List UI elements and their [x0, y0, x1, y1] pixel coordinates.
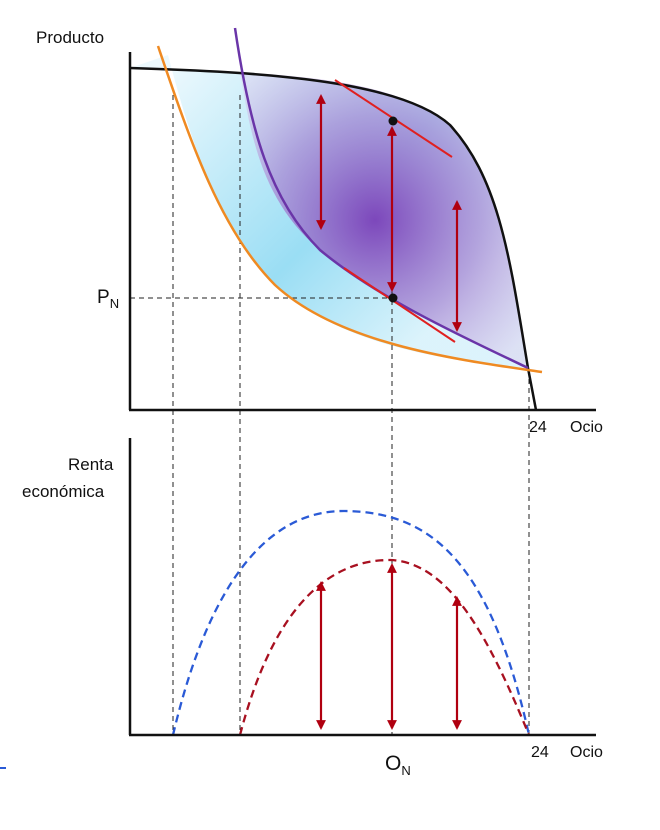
- optimum-leisure-main: O: [385, 752, 401, 775]
- bottom-x-axis-label: Ocio: [570, 744, 603, 761]
- purple-indifference-curve: [233, 27, 529, 370]
- production-frontier-curve: [129, 66, 538, 411]
- top-x-axis-label: Ocio: [570, 419, 603, 436]
- price-label-sub: N: [110, 296, 119, 311]
- tangent-line-indifference: [343, 267, 456, 343]
- top-panel: Producto PN 24 Ocio: [36, 27, 603, 735]
- top-x-tick-24: 24: [529, 419, 547, 436]
- bottom-y-axis-label-line2: económica: [22, 482, 105, 501]
- price-label: PN: [97, 287, 119, 311]
- optimum-leisure-sub: N: [401, 763, 410, 778]
- red-dashed-curve: [238, 558, 531, 736]
- bottom-panel: Renta económica ON 24 Ocio: [0, 438, 603, 778]
- blue-dashed-curve: [171, 509, 531, 736]
- orange-curve: [156, 45, 543, 374]
- tangency-point-indifference: [388, 293, 398, 303]
- top-y-axis-label: Producto: [36, 28, 104, 47]
- price-label-main: P: [97, 287, 110, 308]
- tangency-point-frontier: [388, 116, 398, 126]
- optimum-leisure-label: ON: [385, 752, 411, 778]
- bottom-x-tick-24: 24: [531, 744, 549, 761]
- bottom-y-axis-label-line1: Renta: [68, 455, 114, 474]
